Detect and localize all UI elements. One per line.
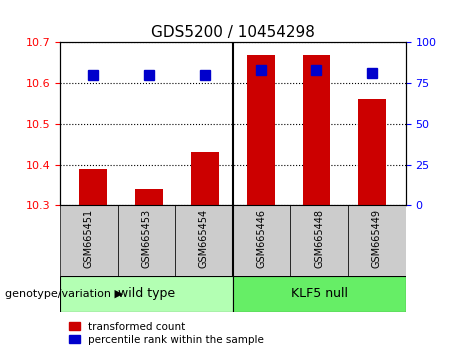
Bar [79,169,107,205]
Bar [118,205,175,276]
Bar [348,205,406,276]
Bar [290,205,348,276]
Bar [233,276,406,312]
Text: wild type: wild type [118,287,175,300]
Bar [247,55,275,205]
Bar [175,205,233,276]
Text: GSM665451: GSM665451 [84,209,94,268]
Text: GSM665454: GSM665454 [199,209,209,268]
Text: GSM665453: GSM665453 [142,209,151,268]
Bar [233,205,290,276]
Title: GDS5200 / 10454298: GDS5200 / 10454298 [151,25,315,40]
Bar [358,99,386,205]
Text: GSM665446: GSM665446 [257,209,266,268]
Bar [60,205,118,276]
Text: GSM665449: GSM665449 [372,209,382,268]
Text: KLF5 null: KLF5 null [291,287,348,300]
Text: genotype/variation ▶: genotype/variation ▶ [5,289,123,299]
Bar [135,189,163,205]
Bar [191,153,219,205]
Legend: transformed count, percentile rank within the sample: transformed count, percentile rank withi… [65,317,268,349]
Bar [302,55,331,205]
Text: GSM665448: GSM665448 [314,209,324,268]
Bar [60,276,233,312]
